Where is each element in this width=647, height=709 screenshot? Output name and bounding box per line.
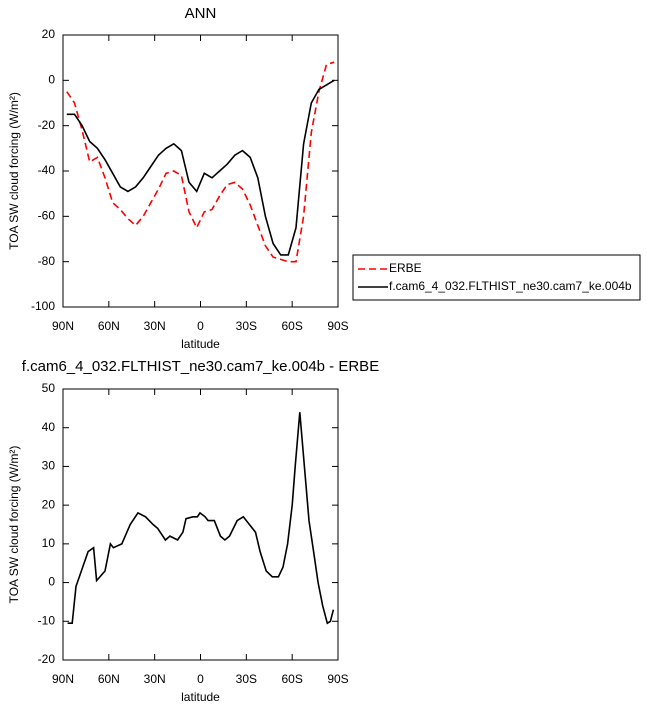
y-tick-label: 0	[48, 73, 55, 87]
chart-title: ANN	[185, 5, 217, 22]
y-tick-label: -20	[38, 118, 56, 132]
y-tick-label: -100	[31, 299, 55, 313]
x-tick-label: 60S	[281, 319, 302, 333]
y-tick-label: -80	[38, 254, 56, 268]
y-tick-label: -10	[38, 613, 56, 627]
x-axis-label: latitude	[181, 337, 220, 351]
legend-label: ERBE	[389, 261, 422, 275]
x-tick-label: 60N	[98, 319, 120, 333]
x-tick-label: 30S	[236, 319, 257, 333]
x-tick-label: 30N	[144, 672, 166, 686]
y-tick-label: 30	[42, 459, 56, 473]
x-tick-label: 90N	[52, 319, 74, 333]
x-tick-label: 0	[197, 319, 204, 333]
x-axis-label: latitude	[181, 690, 220, 704]
x-tick-label: 30S	[236, 672, 257, 686]
x-tick-label: 60N	[98, 672, 120, 686]
x-tick-label: 90S	[327, 319, 348, 333]
y-tick-label: 20	[42, 497, 56, 511]
legend-box	[352, 254, 641, 301]
x-tick-label: 60S	[281, 672, 302, 686]
plot-frame	[62, 388, 339, 661]
y-tick-label: 10	[42, 536, 56, 550]
y-axis-label: TOA SW cloud forcing (W/m²)	[7, 446, 21, 604]
data-line	[66, 61, 335, 263]
x-tick-label: 90N	[52, 672, 74, 686]
y-tick-label: 20	[42, 27, 56, 41]
y-tick-label: -20	[38, 652, 56, 666]
y-tick-label: -40	[38, 163, 56, 177]
data-line	[67, 412, 335, 625]
y-tick-label: 50	[42, 381, 56, 395]
x-tick-label: 0	[197, 672, 204, 686]
y-tick-label: -60	[38, 209, 56, 223]
chart-title: f.cam6_4_032.FLTHIST_ne30.cam7_ke.004b -…	[22, 358, 379, 375]
x-tick-label: 90S	[327, 672, 348, 686]
y-tick-label: 40	[42, 420, 56, 434]
x-tick-label: 30N	[144, 319, 166, 333]
plot-frame	[62, 34, 339, 308]
y-tick-label: 0	[48, 575, 55, 589]
data-line	[66, 79, 335, 256]
y-axis-label: TOA SW cloud forcing (W/m²)	[7, 92, 21, 250]
legend-label: f.cam6_4_032.FLTHIST_ne30.cam7_ke.004b	[389, 279, 632, 293]
